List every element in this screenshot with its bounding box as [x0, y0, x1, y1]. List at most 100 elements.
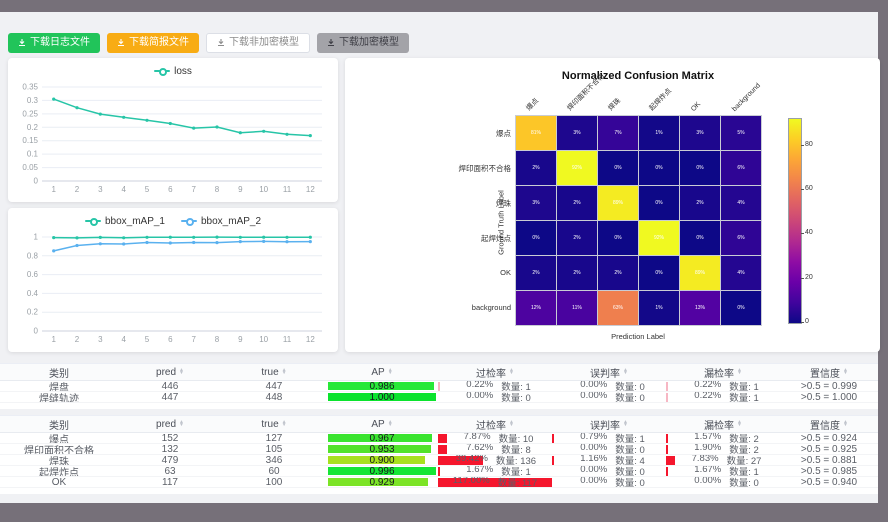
col-header-label: 类别 — [49, 420, 69, 432]
download-report-button[interactable]: 下载简报文件 — [107, 33, 199, 53]
cell-miss-rate: 7.83% 数量: 27 — [666, 455, 780, 465]
rate-text: 39.42% 数量: 136 — [454, 455, 536, 465]
sort-caret-icon[interactable]: ▲ ▼ — [737, 366, 742, 376]
rate-count: 数量: 0 — [501, 393, 531, 402]
sort-caret-icon[interactable]: ▲ ▼ — [281, 366, 287, 376]
rate-percent: 117.00% — [452, 477, 490, 486]
download-plain-model-button[interactable]: 下载非加密模型 — [206, 33, 310, 53]
ap-value: 0.967 — [369, 433, 395, 443]
sort-caret-icon[interactable]: ▲ ▼ — [387, 418, 393, 428]
col-header-2[interactable]: true ▲ ▼ — [222, 364, 326, 380]
rate-bar — [438, 477, 552, 487]
sort-caret-icon[interactable]: ▲ ▼ — [509, 418, 514, 428]
matrix-cell: 1% — [639, 116, 679, 150]
col-header-7[interactable]: 置信度 ▲ ▼ — [780, 364, 878, 380]
rate-text: 117.00% 数量: 117 — [453, 477, 537, 487]
confusion-matrix-column-labels: 爆点 焊印面积不合格 焊珠 起焊炸点 OK background — [515, 58, 762, 113]
ap-bar — [328, 434, 433, 442]
sort-caret-icon[interactable]: ▲ ▼ — [281, 418, 287, 428]
rate-bar — [438, 455, 483, 465]
sort-caret-icon[interactable]: ▲ ▼ — [179, 366, 184, 376]
cell-class: 起焊炸点 — [39, 467, 79, 477]
sort-caret-icon[interactable]: ▲ ▼ — [623, 418, 628, 428]
cell-miss-rate: 0.22% 数量: 1 — [666, 381, 780, 391]
svg-text:2: 2 — [75, 185, 80, 194]
rate-bar — [552, 455, 554, 465]
col-header-4[interactable]: 过检率 ▲ ▼ — [438, 364, 552, 380]
legend-circle — [159, 68, 168, 76]
rate-percent: 1.67% — [466, 466, 494, 475]
col-header-6[interactable]: 漏检率 ▲ ▼ — [666, 416, 780, 432]
rate-percent: 0.22% — [694, 392, 722, 401]
legend-item-bbox_mAP_1[interactable]: bbox_mAP_1 — [84, 215, 165, 227]
cell-confidence: >0.5 = 0.940 — [800, 477, 858, 487]
rate-text: 0.00% 数量: 0 — [573, 444, 645, 454]
matrix-col-label: 爆点 — [525, 97, 541, 113]
ap-value: 0.996 — [369, 466, 395, 476]
sort-caret-icon[interactable]: ▲ ▼ — [737, 418, 742, 428]
legend-label: bbox_mAP_1 — [104, 215, 165, 227]
confusion-matrix-xlabel: Prediction Label — [611, 332, 665, 341]
rate-bar — [438, 466, 440, 476]
col-header-2[interactable]: true ▲ ▼ — [222, 416, 326, 432]
col-header-5[interactable]: 误判率 ▲ ▼ — [552, 364, 666, 380]
download-encrypted-model-button[interactable]: 下载加密模型 — [317, 33, 409, 53]
col-header-label: true — [261, 418, 279, 430]
col-header-3[interactable]: AP ▲ ▼ — [326, 364, 438, 380]
cell-class: 焊盘 — [49, 382, 69, 392]
pad-metrics-table: 类别 pred ▲ ▼ true ▲ ▼ AP ▲ ▼ 过检率 ▲ ▼ 误判率 ▲ ▼ 漏检率 ▲ ▼ 置信度 ▲ ▼ 焊盘… — [0, 363, 878, 409]
download-icon — [218, 39, 224, 47]
sort-caret-icon[interactable]: ▲ ▼ — [387, 366, 393, 376]
legend-item-bbox_mAP_2[interactable]: bbox_mAP_2 — [181, 216, 261, 227]
line-series-icon — [154, 67, 171, 76]
matrix-col-label: background — [731, 82, 762, 113]
col-header-4[interactable]: 过检率 ▲ ▼ — [438, 416, 552, 432]
matrix-cell: 4% — [721, 256, 761, 290]
confusion-matrix-grid: 81% 3% 7% 1% 3% 5% 2% 92% 0% 0% 0% 6% 3% 2% 89% 0% 2% 4% 0… — [515, 115, 762, 326]
download-log-button[interactable]: 下载日志文件 — [8, 33, 100, 53]
col-header-1[interactable]: pred ▲ ▼ — [118, 416, 222, 432]
rate-text: 1.57% 数量: 2 — [687, 433, 759, 443]
matrix-cell: 89% — [680, 256, 720, 290]
matrix-row-label: 爆点 — [496, 129, 511, 138]
svg-text:0.6: 0.6 — [27, 270, 39, 279]
rate-count: 数量: 1 — [501, 467, 531, 476]
col-header-7[interactable]: 置信度 ▲ ▼ — [780, 416, 878, 432]
col-header-label: 过检率 — [476, 420, 507, 432]
cell-class: 焊珠 — [49, 456, 69, 466]
rate-text: 0.00% 数量: 0 — [573, 392, 645, 402]
rate-text: 1.16% 数量: 4 — [573, 455, 645, 465]
cell-pred: 152 — [161, 433, 179, 443]
col-header-1[interactable]: pred ▲ ▼ — [118, 364, 222, 380]
cell-ap: 0.953 — [326, 444, 438, 454]
rate-percent: 0.00% — [580, 477, 608, 486]
col-header-5[interactable]: 误判率 ▲ ▼ — [552, 416, 666, 432]
rate-count: 数量: 117 — [497, 478, 538, 487]
table-row: 焊珠 479 346 0.900 39.42% 数量: 136 1.16% 数量: 4 7.83… — [0, 455, 878, 466]
ap-value: 0.900 — [369, 455, 395, 465]
cell-misjudge-rate: 0.00% 数量: 0 — [552, 381, 666, 391]
download-icon — [118, 39, 124, 47]
map-chart-card: bbox_mAP_1 bbox_mAP_2 0 0.2 0.4 0.6 0.8 1 1 2 3 4 5… — [8, 208, 338, 352]
legend-circle — [186, 218, 194, 226]
legend-item-loss[interactable]: loss — [154, 66, 192, 77]
cell-ap: 0.900 — [326, 455, 438, 465]
sort-caret-icon[interactable]: ▲ ▼ — [843, 366, 848, 376]
rate-percent: 0.00% — [580, 381, 608, 390]
sort-caret-icon[interactable]: ▲ ▼ — [179, 418, 184, 428]
rate-percent: 7.62% — [466, 444, 494, 453]
svg-text:8: 8 — [215, 335, 220, 344]
svg-text:6: 6 — [168, 335, 173, 344]
sort-caret-icon[interactable]: ▲ ▼ — [843, 418, 848, 428]
col-header-3[interactable]: AP ▲ ▼ — [326, 416, 438, 432]
sort-caret-icon[interactable]: ▲ ▼ — [623, 366, 628, 376]
col-header-6[interactable]: 漏检率 ▲ ▼ — [666, 364, 780, 380]
cell-ap: 0.986 — [326, 381, 438, 391]
rate-percent: 7.83% — [691, 455, 719, 464]
cell-over-rate: 39.42% 数量: 136 — [438, 455, 552, 465]
sort-caret-icon[interactable]: ▲ ▼ — [509, 366, 514, 376]
line-series-icon — [84, 217, 101, 226]
cell-over-rate: 7.87% 数量: 10 — [438, 433, 552, 443]
svg-text:3: 3 — [98, 185, 103, 194]
cell-ap: 0.929 — [326, 477, 438, 487]
